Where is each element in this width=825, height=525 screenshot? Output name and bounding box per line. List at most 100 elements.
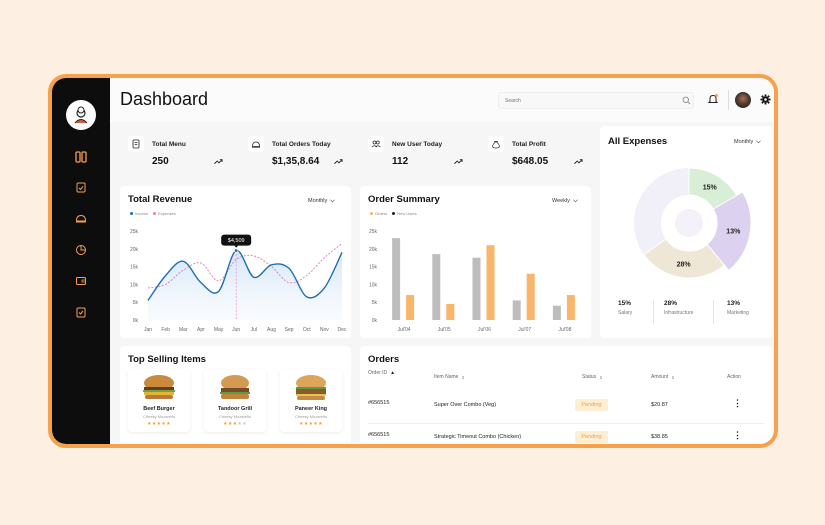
tooltip-box (221, 234, 252, 246)
order-summary-card: Order Summary Weekly Orders New Users 0k… (360, 186, 591, 338)
x-tick-label: Jan (144, 327, 152, 333)
x-tick-label: Dec (338, 327, 347, 333)
y-tick-label: 20k (130, 247, 139, 253)
y-tick-label: 20k (369, 247, 378, 253)
clipboard-check-icon[interactable] (72, 178, 90, 196)
food-item-card[interactable]: Paneer King Cheesy Mozarello ★★★★★ (280, 369, 342, 432)
bar-new-users (566, 295, 575, 320)
y-tick-label: 0k (372, 318, 378, 324)
card-title: Order Summary (368, 194, 440, 205)
gear-icon[interactable] (760, 94, 771, 105)
page-title: Dashboard (120, 89, 209, 109)
column-header-item-name[interactable]: Item Name ⇕ (434, 374, 465, 380)
bar-orders (472, 257, 481, 320)
chef-logo-icon[interactable] (66, 100, 96, 130)
column-header-status[interactable]: Status ⇕ (582, 374, 603, 380)
search-icon[interactable] (682, 96, 691, 105)
divider (728, 90, 729, 110)
item-name: Strategic Timeout Combo (Chicken) (434, 434, 522, 440)
stat-card-total-profit[interactable]: Total Profit $648.05 (480, 128, 591, 176)
summary-value: 28% (664, 300, 678, 307)
column-header-amount[interactable]: Amount ⇕ (651, 374, 675, 380)
slice-label: 13% (726, 228, 741, 235)
stat-label: New User Today (392, 141, 443, 148)
food-subtitle: Cheesy Mozarello (294, 414, 327, 419)
x-tick-label: Jul'06 (478, 327, 491, 333)
bar-new-users (446, 303, 455, 320)
stat-label: Total Menu (152, 141, 186, 148)
expenses-donut-chart: 15% 13% 28% (634, 167, 752, 279)
cloche-icon (248, 136, 264, 152)
series-line-expenses (147, 243, 343, 289)
cloche-icon[interactable] (72, 209, 90, 227)
dropdown-label: Monthly (308, 198, 328, 204)
column-header-order-id[interactable]: Order ID ▲ (368, 370, 395, 376)
data-point (233, 248, 239, 253)
top-bar: Dashboard (110, 78, 774, 122)
food-name: Paneer King (294, 406, 328, 412)
divider (713, 300, 714, 324)
bar-orders (552, 305, 561, 320)
donut-slice-marketing (706, 191, 752, 272)
tooltip-pointer (234, 245, 239, 248)
search-input[interactable] (498, 92, 694, 109)
rating-stars: ★★★★★ (223, 421, 247, 427)
bar-orders (512, 300, 521, 320)
pie-chart-icon[interactable] (72, 241, 90, 259)
x-tick-label: Oct (303, 327, 311, 333)
more-options-icon[interactable]: ⋮ (733, 398, 742, 408)
dashboard-icon[interactable] (72, 148, 90, 166)
stat-card-total-orders[interactable]: Total Orders Today $1,35,8.64 (240, 128, 351, 176)
x-tick-label: Jun (232, 327, 240, 333)
divider (653, 300, 654, 324)
bar-new-users (526, 273, 535, 320)
revenue-filter-dropdown[interactable]: Monthly (308, 198, 336, 204)
stat-card-total-menu[interactable]: Total Menu 250 (120, 128, 231, 176)
notification-bell-icon[interactable] (707, 93, 719, 105)
dropdown-label: Weekly (552, 198, 570, 204)
legend-label: Expenses (158, 211, 176, 216)
y-tick-label: 0k (133, 318, 139, 324)
chevron-down-icon (330, 199, 336, 203)
task-list-icon[interactable] (72, 303, 90, 321)
y-tick-label: 10k (130, 282, 139, 288)
x-tick-label: Sep (285, 327, 294, 333)
wallet-icon[interactable] (72, 272, 90, 290)
food-item-card[interactable]: Tandoor Grill Cheesy Mozarello ★★★★★ (204, 369, 266, 432)
x-tick-label: May (214, 327, 224, 333)
stat-card-new-users[interactable]: New User Today 112 (360, 128, 471, 176)
expenses-filter-dropdown[interactable]: Monthly (734, 139, 762, 145)
x-tick-label: Feb (161, 327, 170, 333)
food-item-card[interactable]: Beef Burger Cheesy Mozarello ★★★★★ (128, 369, 190, 432)
x-tick-label: Nov (320, 327, 329, 333)
x-tick-label: Jul'08 (558, 327, 571, 333)
x-tick-label: Jul'05 (438, 327, 451, 333)
burger-image (296, 375, 326, 400)
status-badge: Pending (575, 431, 608, 443)
x-tick-label: Jul'04 (398, 327, 411, 333)
sort-icon: ⇕ (461, 374, 465, 380)
bar-new-users (406, 295, 415, 320)
chart-legend: Income Expenses (130, 211, 176, 216)
chevron-down-icon (756, 140, 762, 144)
order-id: #656515 (368, 432, 390, 438)
expenses-summary: 15% Salary 28% Infrastructure 13% Market… (600, 300, 772, 328)
donut-slice-infrastructure (643, 238, 726, 279)
trend-up-icon (334, 159, 343, 165)
order-summary-filter-dropdown[interactable]: Weekly (552, 198, 578, 204)
main-content: Dashboard Total Menu 250 Total Orders To… (110, 78, 774, 444)
series-line-income (147, 249, 343, 301)
money-bag-icon (488, 136, 504, 152)
food-name: Beef Burger (143, 406, 175, 412)
column-label: Action (727, 374, 741, 380)
summary-label: Salary (618, 310, 633, 316)
menu-icon (128, 136, 144, 152)
user-avatar[interactable] (735, 92, 751, 108)
y-tick-label: 5k (133, 300, 139, 306)
sort-icon: ⇕ (599, 374, 603, 380)
stat-label: Total Profit (512, 141, 546, 148)
food-subtitle: Cheesy Mozarello (218, 414, 251, 419)
stat-value: 112 (392, 156, 409, 167)
chevron-down-icon (573, 199, 578, 203)
more-options-icon[interactable]: ⋮ (733, 430, 742, 440)
